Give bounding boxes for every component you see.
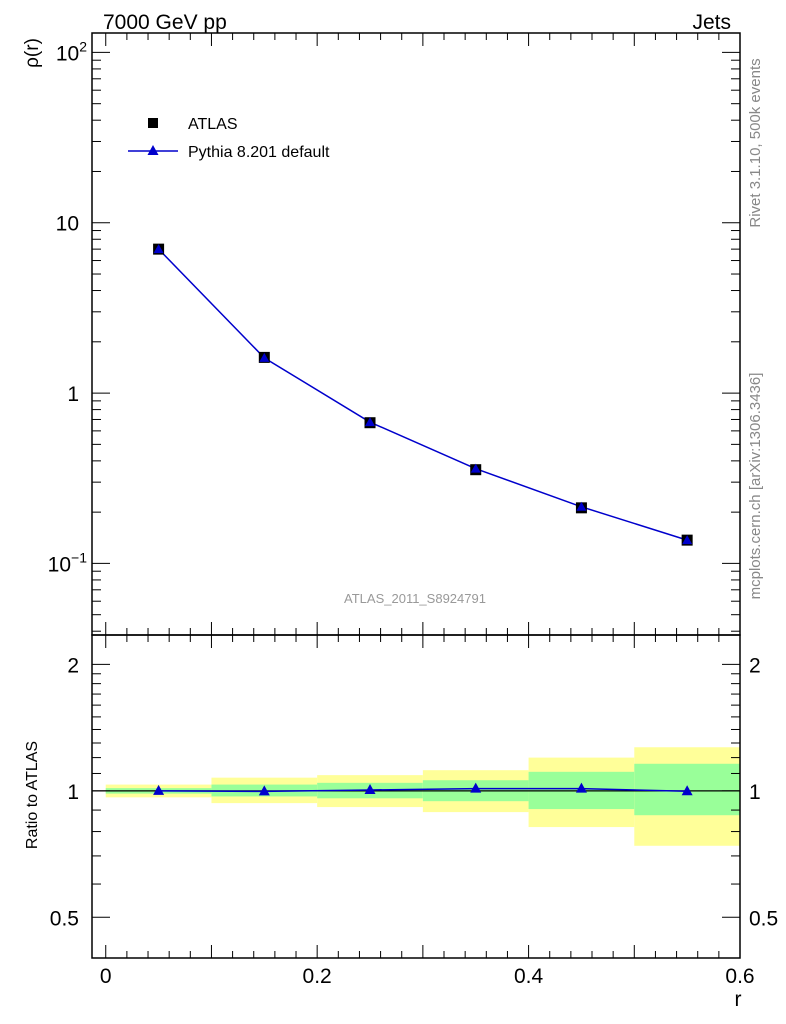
ratio-y-tick-label: 1 xyxy=(67,781,79,804)
main-y-axis-label: ρ(r) xyxy=(22,38,43,68)
ratio-y-tick-label-right: 2 xyxy=(749,654,761,677)
pythia-point xyxy=(682,535,693,545)
ratio-pythia-line xyxy=(158,787,688,793)
x-tick-label: 0.2 xyxy=(303,965,332,988)
y-tick-label: 10−1 xyxy=(48,549,88,576)
ratio-y-tick-label-right: 0.5 xyxy=(749,907,778,930)
pythia-point xyxy=(259,352,270,362)
pythia-point xyxy=(576,501,587,511)
pythia-point xyxy=(365,417,376,427)
data-markers xyxy=(153,243,693,796)
rivet-side-label: Rivet 3.1.10, 500k events xyxy=(747,58,764,227)
pythia-line xyxy=(158,248,688,541)
legend-atlas-marker xyxy=(148,118,158,128)
ratio-y-tick-label-right: 1 xyxy=(749,781,761,804)
legend-pythia-label: Pythia 8.201 default xyxy=(188,144,330,161)
ratio-pythia-point xyxy=(470,782,482,793)
ratio-pythia-point xyxy=(258,785,270,796)
header-right-label: Jets xyxy=(692,11,731,34)
ratio-y-tick-label: 0.5 xyxy=(50,907,79,930)
x-tick-label: 0.4 xyxy=(514,965,544,988)
pythia-point xyxy=(153,244,164,254)
x-tick-label: 0 xyxy=(100,965,112,988)
ratio-pythia-point xyxy=(364,783,376,794)
ratio-uncertainty-bands xyxy=(105,747,740,846)
ratio-pythia-point xyxy=(681,785,693,796)
header-left-label: 7000 GeV pp xyxy=(103,11,227,34)
legend-pythia-marker xyxy=(147,145,159,155)
mcplots-side-label: mcplots.cern.ch [arXiv:1306.3436] xyxy=(747,373,764,600)
plot-frames xyxy=(91,32,741,959)
y-tick-label: 102 xyxy=(56,38,87,65)
legend-atlas-label: ATLAS xyxy=(188,116,238,133)
pythia-point xyxy=(470,463,481,473)
ratio-y-axis-label: Ratio to ATLAS xyxy=(24,741,41,849)
x-tick-label: 0.6 xyxy=(725,965,754,988)
ratio-pythia-point xyxy=(153,784,165,795)
ratio-y-tick-label: 2 xyxy=(67,654,79,677)
ratio-plot-frame xyxy=(91,634,741,959)
legend: ATLAS Pythia 8.201 default xyxy=(128,116,330,161)
axis-tick-labels: 0 0.2 0.4 0.6 10−1 1 10 102 0.5 0.5 1 1 2 2 xyxy=(48,38,779,988)
ratio-pythia-point xyxy=(575,782,587,793)
series-lines xyxy=(92,248,740,793)
watermark-label: ATLAS_2011_S8924791 xyxy=(344,591,486,606)
y-tick-label: 1 xyxy=(67,383,79,406)
y-tick-label: 10 xyxy=(56,213,79,236)
x-axis-label: r xyxy=(735,988,742,1011)
